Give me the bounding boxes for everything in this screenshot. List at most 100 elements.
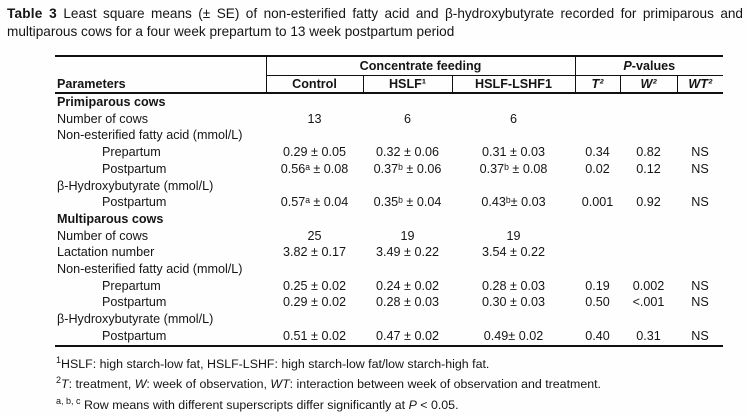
cell — [620, 93, 677, 111]
cell — [266, 127, 363, 144]
cell — [677, 127, 723, 144]
row-label: Non-esterified fatty acid (mmol/L) — [57, 262, 243, 277]
cell — [452, 93, 575, 111]
cell: 13 — [307, 111, 322, 126]
cell — [677, 311, 723, 328]
footnote-2-marker: 2 — [56, 375, 62, 386]
table-row: Number of cows 25 19 19 — [55, 228, 723, 245]
table-row: Primiparous cows — [55, 93, 723, 111]
table-row: Postpartum 0.56ᵃ ± 0.08 0.37ᵇ ± 0.06 0.37ᵇ… — [55, 161, 723, 178]
cell: 0.51 ± 0.02 — [266, 327, 363, 347]
col-header-t: T² — [574, 75, 620, 94]
row-label: Postpartum — [102, 195, 167, 210]
row-label: Postpartum — [102, 295, 167, 310]
col-header-wt: WT² — [676, 75, 723, 94]
cell: 0.56ᵃ ± 0.08 — [280, 161, 349, 176]
col-header-w: W² — [619, 75, 677, 94]
row-label: Non-esterified fatty acid (mmol/L) — [57, 128, 243, 143]
cell: 0.47 ± 0.02 — [363, 327, 452, 347]
cell — [677, 211, 723, 228]
table-row: Postpartum 0.51 ± 0.02 0.47 ± 0.02 0.49± 0… — [55, 327, 723, 347]
cell — [620, 261, 677, 278]
cell: 0.92 — [636, 195, 661, 210]
cell: NS — [691, 195, 709, 210]
cell — [452, 178, 575, 195]
cell: 0.02 — [585, 161, 610, 176]
cell — [266, 93, 363, 111]
cell: 0.82 — [636, 145, 661, 160]
row-label: Postpartum — [55, 327, 266, 347]
cell: 0.24 ± 0.02 — [376, 278, 439, 293]
footnote-2: 2T: treatment, W: week of observation, W… — [56, 375, 601, 392]
table-row: Lactation number 3.82 ± 0.17 3.49 ± 0.22 3… — [55, 244, 723, 261]
cell — [575, 127, 620, 144]
cell: 3.49 ± 0.22 — [376, 245, 439, 260]
cell — [452, 261, 575, 278]
cell: 0.29 ± 0.02 — [283, 295, 346, 310]
cell: 3.82 ± 0.17 — [283, 245, 346, 260]
cell: NS — [691, 295, 709, 310]
group-header-p-values: P-values — [574, 56, 723, 76]
cell: 0.50 — [585, 295, 610, 310]
cell — [575, 311, 620, 328]
table-caption-number: Table 3 — [7, 6, 57, 21]
row-label: Prepartum — [102, 278, 161, 293]
cell — [266, 211, 363, 228]
cell: 0.25 ± 0.02 — [283, 278, 346, 293]
row-label: β-Hydroxybutyrate (mmol/L) — [57, 178, 214, 193]
row-label: Multiparous cows — [57, 211, 164, 226]
footnotes: 1HSLF: high starch-low fat, HSLF-LSHF: h… — [56, 352, 747, 415]
row-label: Primiparous cows — [57, 95, 166, 109]
cell: NS — [691, 278, 709, 293]
col-header-control: Control — [265, 75, 363, 94]
cell: 0.35ᵇ ± 0.04 — [373, 195, 442, 210]
cell: 0.40 — [575, 327, 620, 347]
group-header-spacer — [55, 56, 266, 75]
cell — [266, 261, 363, 278]
cell — [677, 244, 723, 261]
cell: 19 — [400, 228, 415, 243]
row-label: Number of cows — [57, 228, 148, 243]
cell — [575, 111, 620, 128]
cell: 0.29 ± 0.05 — [283, 145, 346, 160]
cell: 0.31 — [620, 327, 677, 347]
cell — [363, 127, 452, 144]
cell: <.001 — [632, 295, 665, 310]
row-label: β-Hydroxybutyrate (mmol/L) — [57, 312, 214, 327]
cell — [620, 228, 677, 245]
cell: 0.002 — [632, 278, 665, 293]
table-row: β-Hydroxybutyrate (mmol/L) — [55, 311, 723, 328]
cell: 3.54 ± 0.22 — [482, 245, 545, 260]
row-label: Prepartum — [102, 145, 161, 160]
cell: 0.31 ± 0.03 — [482, 145, 545, 160]
cell: 0.32 ± 0.06 — [376, 145, 439, 160]
cell — [363, 211, 452, 228]
cell — [620, 178, 677, 195]
group-header-row: Concentrate feeding P-values — [55, 56, 723, 76]
table-row: Postpartum 0.57ᵃ ± 0.04 0.35ᵇ ± 0.04 0.43ᵇ… — [55, 194, 723, 211]
cell: 0.57ᵃ ± 0.04 — [280, 195, 349, 210]
cell — [452, 127, 575, 144]
cell — [575, 228, 620, 245]
cell: 19 — [506, 228, 521, 243]
cell — [677, 178, 723, 195]
table-row: Postpartum 0.29 ± 0.02 0.28 ± 0.03 0.30 ± … — [55, 294, 723, 311]
cell: NS — [691, 145, 709, 160]
cell — [266, 311, 363, 328]
cell — [452, 211, 575, 228]
table-caption-text: Least square means (± SE) of non-esterif… — [7, 6, 743, 39]
table-row: Non-esterified fatty acid (mmol/L) — [55, 127, 723, 144]
table-row: Prepartum 0.29 ± 0.05 0.32 ± 0.06 0.31 ± 0… — [55, 144, 723, 161]
cell: 25 — [307, 228, 322, 243]
cell — [620, 127, 677, 144]
table-row: Non-esterified fatty acid (mmol/L) — [55, 261, 723, 278]
group-header-concentrate-feeding: Concentrate feeding — [265, 56, 575, 76]
column-header-row: Parameters Control HSLF¹ HSLF-LSHF1 T² W… — [55, 75, 723, 94]
cell — [677, 261, 723, 278]
cell — [575, 93, 620, 111]
footnote-3: a, b, c Row means with different supersc… — [56, 396, 459, 413]
cell — [266, 178, 363, 195]
footnote-1-marker: 1 — [56, 354, 62, 365]
cell: 0.28 ± 0.03 — [482, 278, 545, 293]
cell: 0.37ᵇ ± 0.06 — [373, 161, 442, 176]
